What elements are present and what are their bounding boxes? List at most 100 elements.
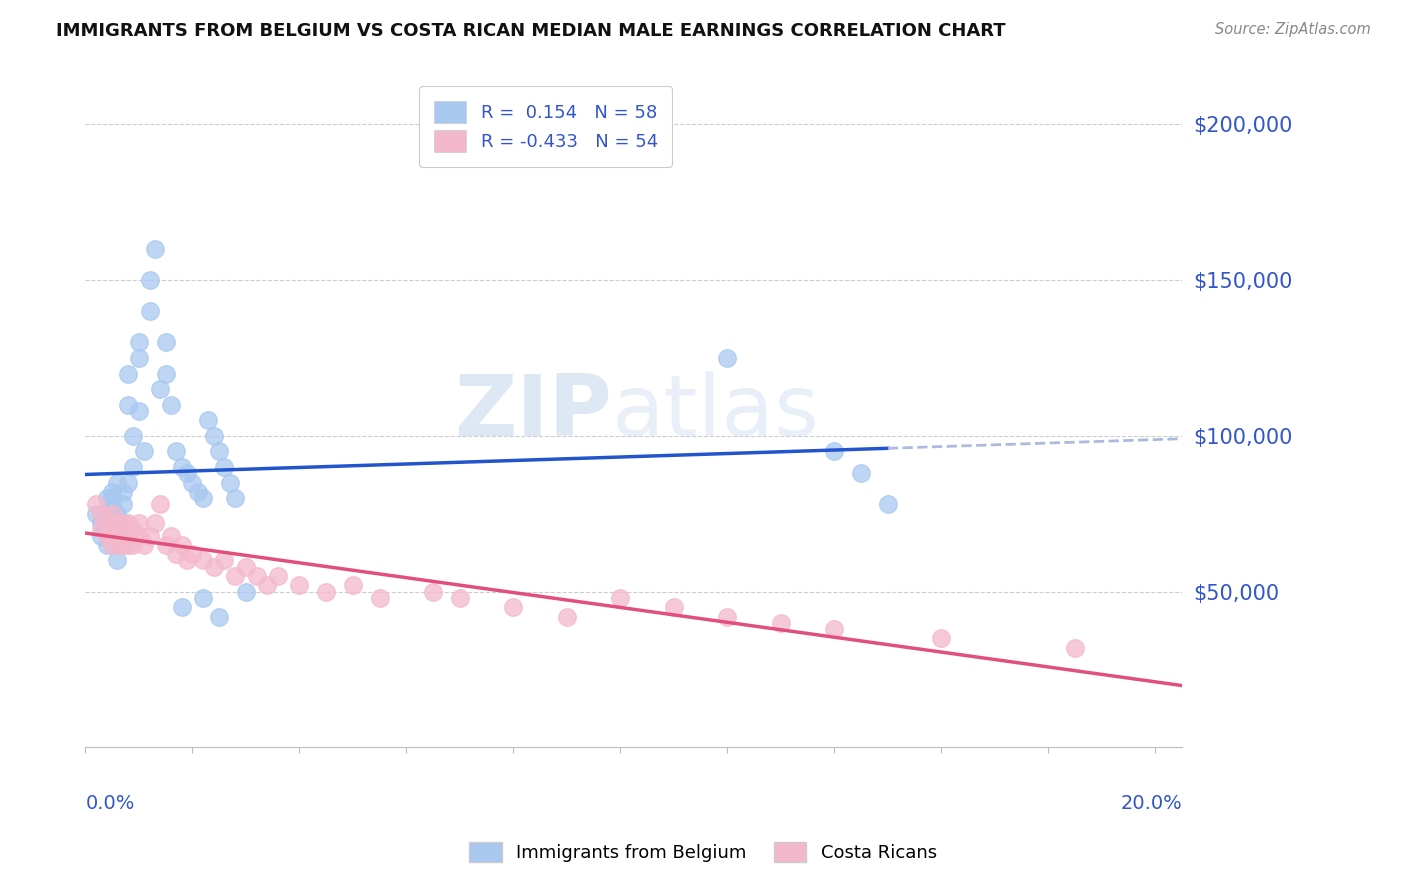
Point (117, 367, 139, 381)
Point (111, 484, 134, 499)
Legend: R =  0.154   N = 58, R = -0.433   N = 54: R = 0.154 N = 58, R = -0.433 N = 54 (419, 87, 672, 167)
Point (256, 578, 278, 592)
Point (117, 528, 139, 542)
Point (101, 507, 124, 521)
Point (90, 507, 112, 521)
Point (165, 444, 187, 458)
Point (101, 507, 124, 521)
Point (96, 491, 118, 505)
Point (90, 528, 112, 542)
Point (823, 444, 845, 458)
Point (90, 522, 112, 536)
Point (128, 335, 150, 350)
Point (155, 335, 177, 350)
Point (96, 538, 118, 552)
Point (170, 538, 193, 552)
Point (122, 429, 145, 443)
Point (235, 559, 257, 574)
Point (876, 497, 898, 511)
Point (128, 528, 150, 542)
Point (202, 429, 225, 443)
Point (128, 516, 150, 530)
Point (555, 609, 578, 624)
Point (155, 367, 177, 381)
Point (117, 475, 139, 490)
Point (111, 516, 134, 530)
Point (342, 578, 364, 592)
Text: 0.0%: 0.0% (86, 795, 135, 814)
Point (160, 528, 183, 542)
Point (122, 522, 145, 536)
Point (502, 600, 524, 615)
Text: 20.0%: 20.0% (1121, 795, 1182, 814)
Text: ZIP: ZIP (454, 371, 612, 454)
Point (107, 522, 129, 536)
Text: atlas: atlas (612, 371, 820, 454)
Point (96, 516, 118, 530)
Point (107, 516, 129, 530)
Point (160, 398, 183, 412)
Point (101, 516, 124, 530)
Text: IMMIGRANTS FROM BELGIUM VS COSTA RICAN MEDIAN MALE EARNINGS CORRELATION CHART: IMMIGRANTS FROM BELGIUM VS COSTA RICAN M… (56, 22, 1005, 40)
Text: Source: ZipAtlas.com: Source: ZipAtlas.com (1215, 22, 1371, 37)
Point (138, 273, 160, 287)
Point (155, 538, 177, 552)
Point (96, 507, 118, 521)
Point (101, 497, 124, 511)
Point (128, 351, 150, 365)
Point (422, 584, 444, 599)
Point (368, 591, 391, 605)
Point (134, 538, 156, 552)
Point (197, 413, 219, 427)
Point (149, 497, 172, 511)
Point (716, 351, 738, 365)
Point (117, 538, 139, 552)
Point (117, 516, 139, 530)
Point (609, 591, 631, 605)
Point (96, 528, 118, 542)
Point (84, 497, 107, 511)
Point (931, 632, 953, 646)
Point (107, 475, 129, 490)
Point (191, 591, 214, 605)
Point (181, 547, 204, 561)
Point (111, 516, 134, 530)
Point (191, 491, 214, 505)
Point (107, 507, 129, 521)
Point (208, 609, 231, 624)
Point (107, 528, 129, 542)
Point (101, 491, 124, 505)
Point (107, 538, 129, 552)
Point (107, 553, 129, 567)
Point (170, 600, 193, 615)
Point (149, 382, 172, 396)
Point (202, 559, 225, 574)
Point (111, 528, 134, 542)
Point (134, 444, 156, 458)
Point (769, 615, 792, 630)
Point (138, 528, 160, 542)
Point (96, 522, 118, 536)
Point (716, 609, 738, 624)
Point (117, 398, 139, 412)
Point (170, 460, 193, 475)
Legend: Immigrants from Belgium, Costa Ricans: Immigrants from Belgium, Costa Ricans (463, 835, 943, 870)
Point (165, 547, 187, 561)
Point (218, 475, 240, 490)
Point (107, 538, 129, 552)
Point (138, 304, 160, 318)
Point (90, 516, 112, 530)
Point (101, 522, 124, 536)
Point (128, 404, 150, 418)
Point (235, 584, 257, 599)
Point (111, 528, 134, 542)
Point (224, 569, 246, 583)
Point (662, 600, 685, 615)
Point (143, 516, 166, 530)
Point (214, 553, 236, 567)
Point (267, 569, 290, 583)
Point (191, 553, 214, 567)
Point (101, 528, 124, 542)
Point (849, 467, 872, 481)
Point (245, 569, 267, 583)
